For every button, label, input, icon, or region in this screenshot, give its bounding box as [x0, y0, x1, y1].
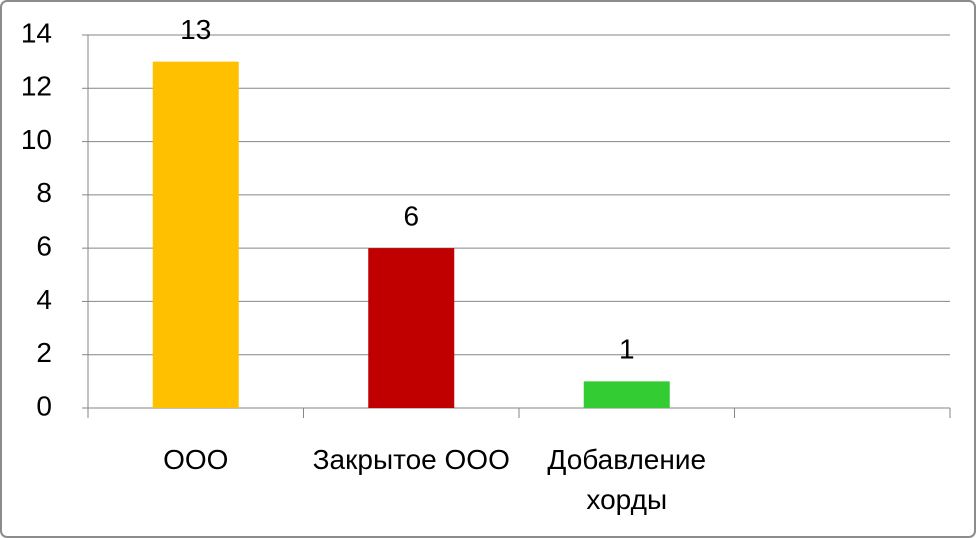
y-tick-label: 6	[36, 231, 52, 262]
y-tick-label: 12	[21, 71, 52, 102]
value-label: 6	[403, 201, 419, 232]
value-label: 13	[180, 14, 211, 45]
y-tick-label: 4	[36, 284, 52, 315]
y-tick-label: 10	[21, 124, 52, 155]
y-tick-label: 14	[21, 17, 52, 48]
bar	[368, 248, 455, 408]
x-tick-label: ООО	[163, 444, 229, 475]
y-tick-label: 0	[36, 390, 52, 421]
value-label: 1	[619, 334, 635, 365]
y-tick-label: 8	[36, 177, 52, 208]
bar	[152, 61, 239, 409]
x-tick-label: Закрытое ООО	[312, 444, 510, 475]
bar	[583, 381, 670, 408]
x-tick-label: Добавление хорды	[547, 444, 707, 515]
y-tick-label: 2	[36, 337, 52, 368]
